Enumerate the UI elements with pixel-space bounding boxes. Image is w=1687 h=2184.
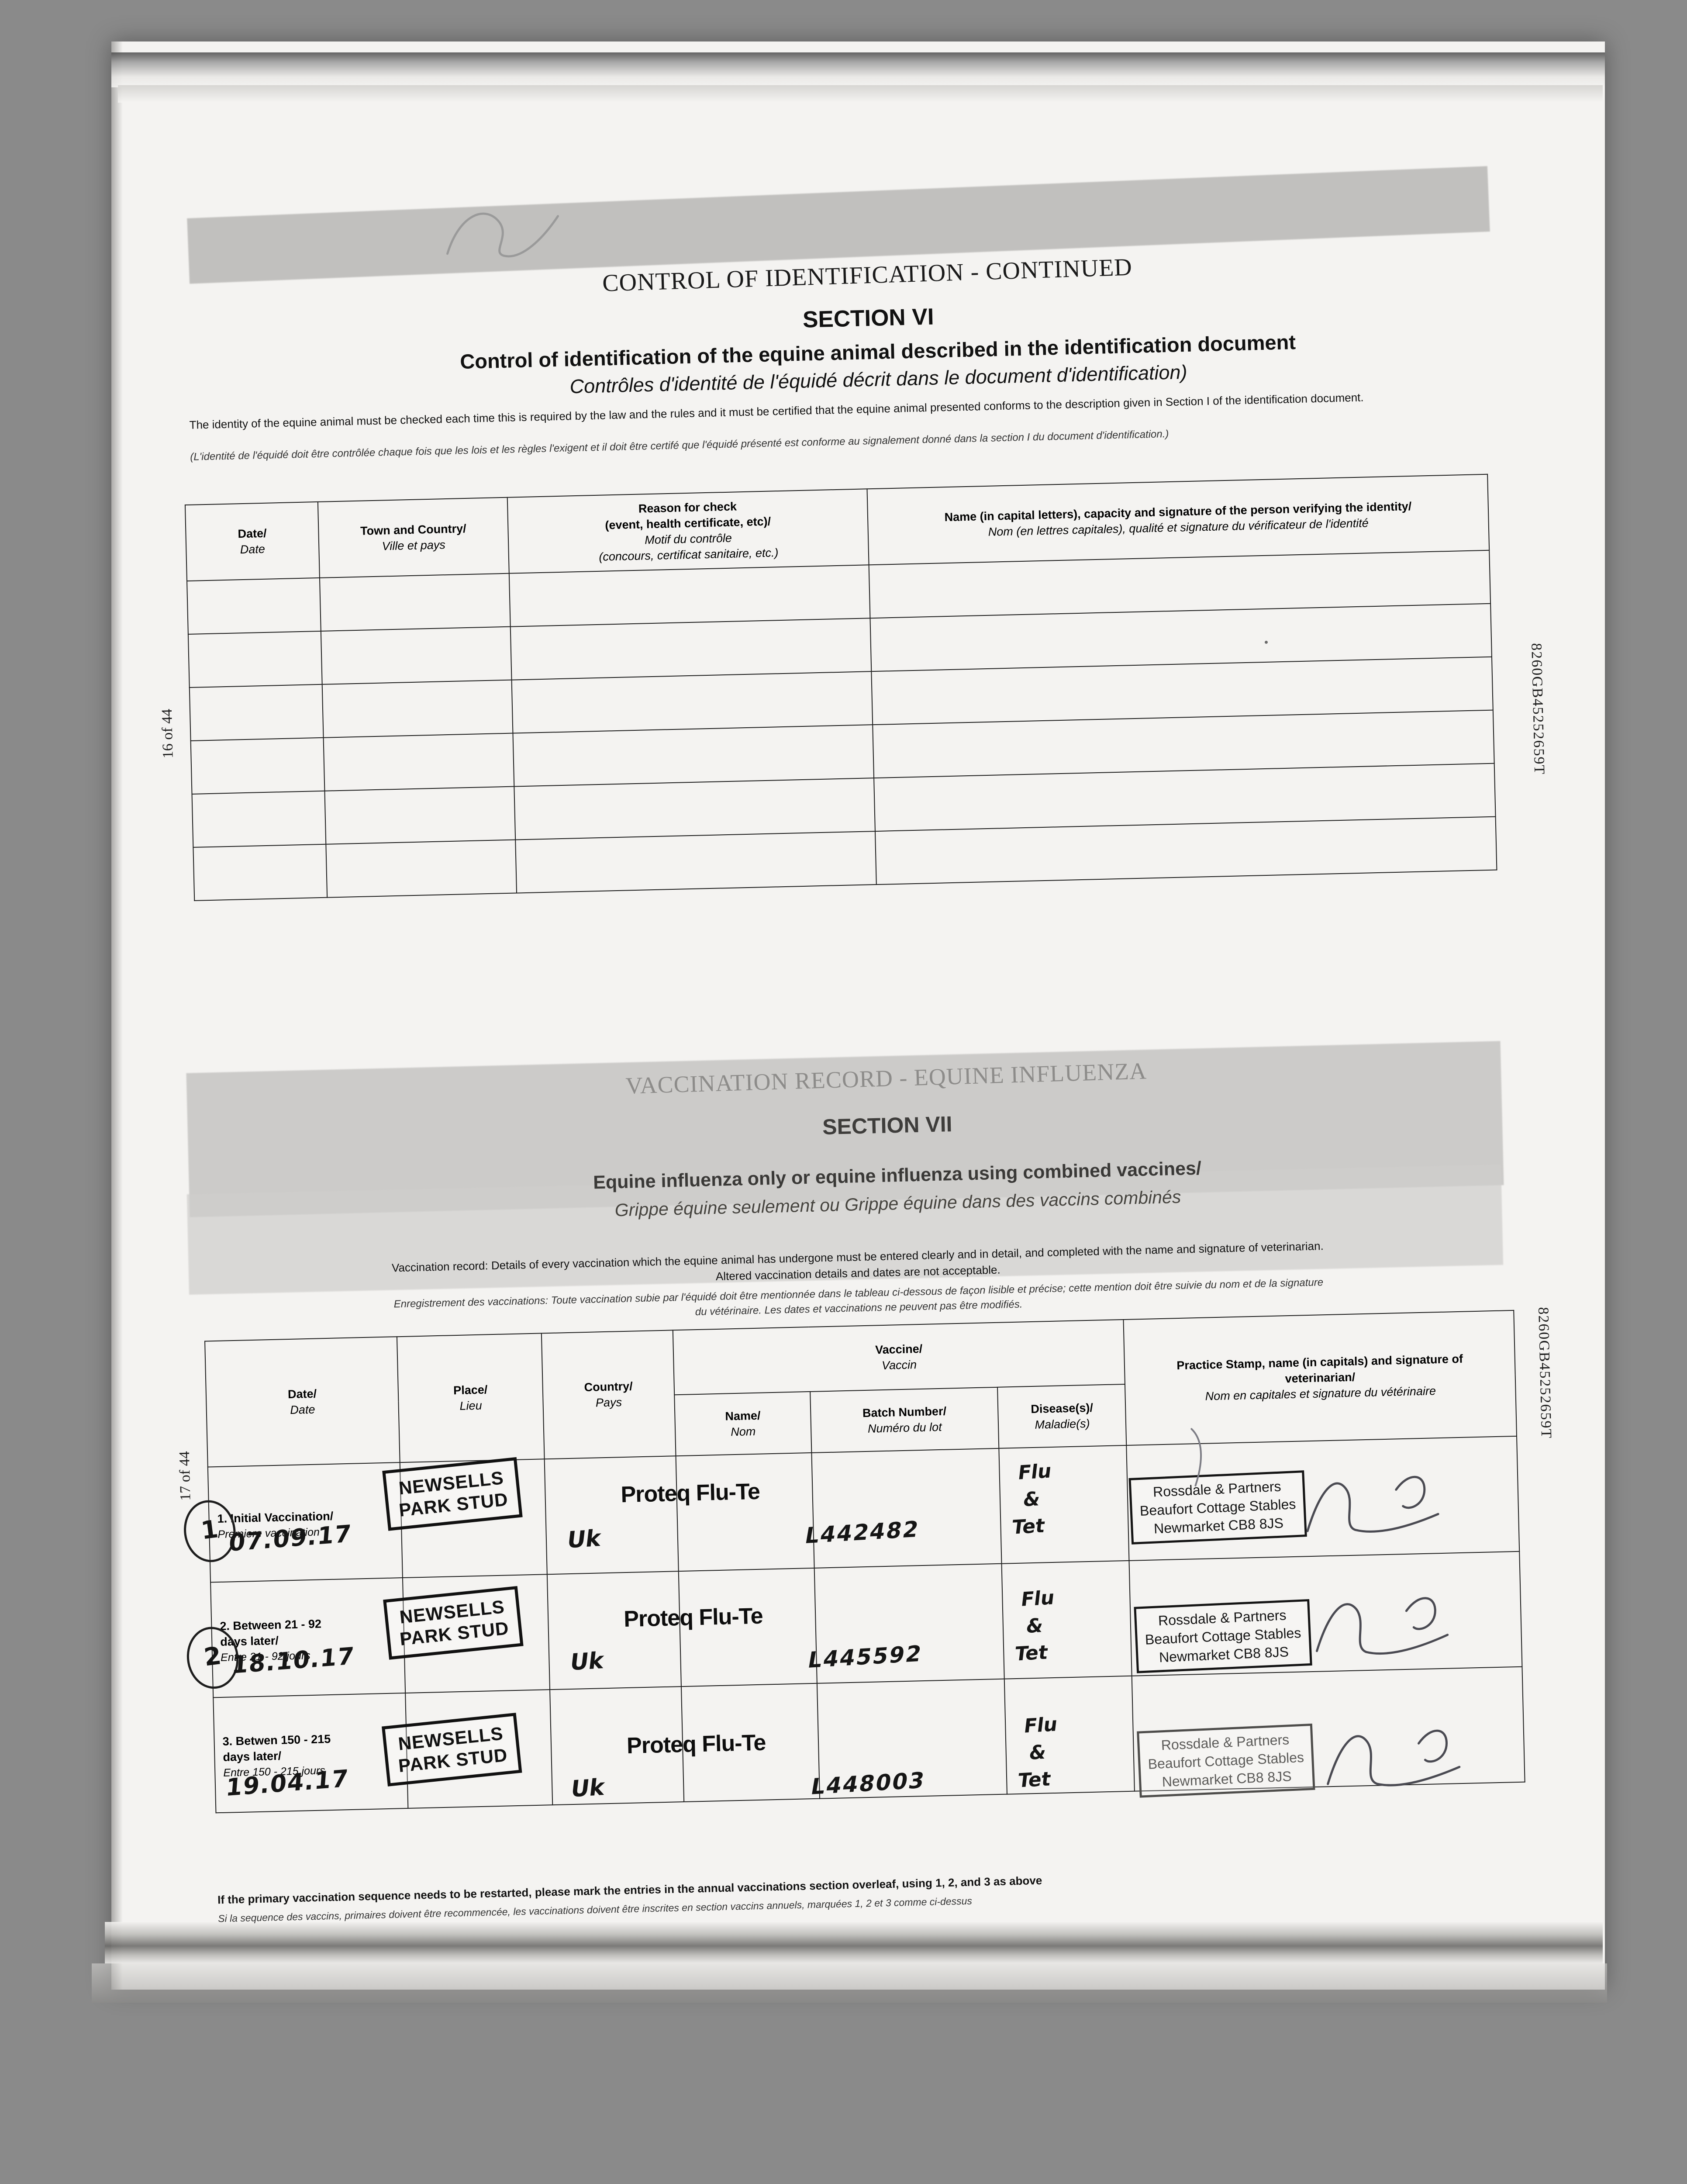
cell-date-2[interactable]: 2. Between 21 - 92 days later/ Entre 21 … — [210, 1578, 406, 1698]
col-batch-number: Batch Number/ Numéro du lot — [810, 1387, 999, 1453]
cell-town[interactable] — [326, 840, 517, 898]
paper-left-edge-shadow — [111, 41, 123, 1990]
page-label-16-of-44: 16 of 44 — [159, 708, 176, 759]
cell-date[interactable] — [189, 684, 324, 741]
cell-date[interactable] — [187, 577, 321, 635]
col-reason-for-check: Reason for check (event, health certific… — [507, 489, 869, 574]
cell-date[interactable] — [192, 791, 326, 847]
cell-country-1[interactable] — [544, 1456, 679, 1575]
document-id-bottom: 8260GB45252659T — [1535, 1306, 1555, 1439]
row2-vaccine-name: Proteq Flu-Te — [623, 1603, 763, 1632]
cell-reason[interactable] — [511, 671, 873, 733]
row1-vaccine-name: Proteq Flu-Te — [620, 1479, 760, 1508]
row1-vet-practice-stamp: Rossdale & Partners Beaufort Cottage Sta… — [1128, 1470, 1307, 1545]
cell-date[interactable] — [190, 737, 325, 794]
document-id-top: 8260GB45252659T — [1528, 643, 1548, 775]
col-country: Country/ Pays — [541, 1330, 676, 1459]
paper-sheet — [111, 41, 1605, 1990]
cell-date[interactable] — [193, 844, 328, 901]
row3-country-handwritten: Uk — [569, 1774, 606, 1803]
row2-disease: Flu & Tet — [1014, 1586, 1056, 1666]
row2-vet-practice-stamp: Rossdale & Partners Beaufort Cottage Sta… — [1134, 1599, 1312, 1673]
col-vaccine-name: Name/ Nom — [674, 1391, 812, 1456]
page-label-17-of-44: 17 of 44 — [176, 1451, 194, 1501]
identification-control-table: Date/ Date Town and Country/ Ville et pa… — [185, 474, 1497, 901]
cell-vaccine-name-1[interactable] — [676, 1452, 814, 1572]
col-vet-stamp-signature: Practice Stamp, name (in capitals) and s… — [1123, 1310, 1517, 1445]
cell-reason[interactable] — [510, 618, 872, 680]
cell-town[interactable] — [322, 680, 513, 738]
col-date: Date/ Date — [205, 1337, 400, 1467]
row1-country-handwritten: Uk — [566, 1525, 603, 1554]
section7-banner: VACCINATION RECORD - EQUINE INFLUENZA — [625, 1057, 1147, 1099]
row3-vaccine-name: Proteq Flu-Te — [626, 1730, 766, 1759]
paper-top-curl-shadow-secondary — [118, 85, 1603, 103]
col-town-country: Town and Country/ Ville et pays — [317, 497, 509, 578]
row2-country-handwritten: Uk — [569, 1647, 605, 1676]
cell-batch-1[interactable] — [811, 1448, 1002, 1568]
col-place: Place/ Lieu — [397, 1333, 545, 1463]
paper-bottom-curl-shadow-secondary — [92, 1963, 1607, 2003]
col-verifier-name: Name (in capital letters), capacity and … — [867, 474, 1490, 565]
cell-date-1[interactable]: 1. Initial Vaccination/ Premiere vaccina… — [207, 1462, 403, 1583]
col-date: Date/ Date — [185, 501, 320, 581]
section6-number: SECTION VI — [802, 304, 935, 333]
stray-ink-loop-top — [446, 212, 559, 258]
cell-reason[interactable] — [513, 725, 874, 787]
cell-reason[interactable] — [509, 565, 870, 627]
cell-date[interactable] — [188, 631, 322, 688]
cell-reason[interactable] — [514, 778, 875, 840]
paper-bottom-curl-shadow — [105, 1922, 1603, 1963]
row1-disease: Flu & Tet — [1011, 1460, 1053, 1539]
cell-town[interactable] — [323, 733, 514, 791]
section7-number: SECTION VII — [822, 1112, 953, 1140]
row3-disease: Flu & Tet — [1017, 1713, 1059, 1792]
cell-town[interactable] — [319, 573, 511, 631]
cell-town[interactable] — [321, 626, 512, 684]
identification-control-rows — [187, 550, 1497, 901]
cell-reason[interactable] — [515, 831, 876, 893]
col-vaccine-group: Vaccine/ Vaccin — [673, 1319, 1125, 1395]
row3-vet-practice-stamp: Rossdale & Partners Beaufort Cottage Sta… — [1137, 1723, 1315, 1798]
cell-town[interactable] — [324, 786, 516, 844]
section6-banner: CONTROL OF IDENTIFICATION - CONTINUED — [602, 253, 1133, 297]
col-disease: Disease(s)/ Maladie(s) — [997, 1384, 1127, 1448]
paper-top-curl-shadow — [111, 52, 1605, 87]
